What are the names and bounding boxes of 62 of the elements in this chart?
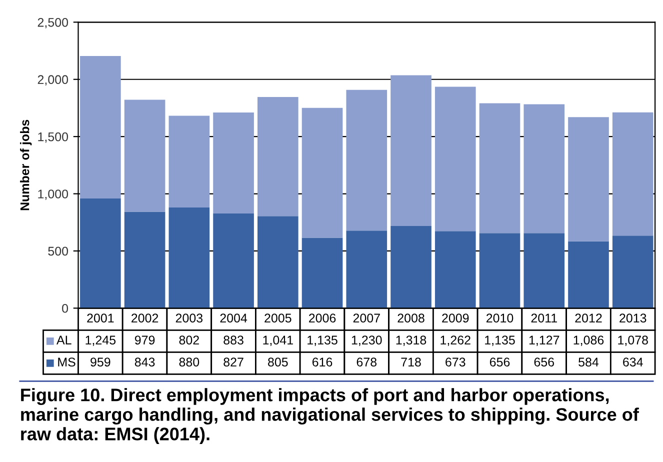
y-tick-label: 1,500 [38, 132, 68, 143]
x-tick-label: 2010 [486, 314, 514, 323]
data-label: 1,135 [485, 336, 515, 346]
bar [302, 108, 343, 238]
legend-label: AL [56, 336, 72, 344]
bar [168, 116, 210, 208]
x-tick-label: 2007 [353, 314, 380, 323]
x-tick-label: 2003 [176, 314, 203, 323]
x-tick-label: 2008 [398, 314, 424, 323]
bar [524, 104, 565, 234]
data-label: 805 [268, 358, 288, 367]
data-label: 1,127 [529, 336, 560, 346]
data-label: 1,041 [263, 336, 293, 346]
data-label: 959 [90, 358, 110, 367]
bar [479, 103, 520, 234]
x-tick-label: 2001 [87, 314, 114, 323]
x-tick-label: 2002 [132, 314, 158, 323]
data-label: 1,078 [618, 336, 648, 346]
data-label: 718 [401, 358, 421, 367]
data-label: 1,086 [574, 336, 604, 346]
bar [124, 100, 166, 212]
data-label: 880 [179, 358, 200, 367]
data-label: 979 [134, 336, 155, 345]
data-label: 1,262 [440, 336, 470, 346]
bar [346, 90, 388, 231]
bar [568, 117, 609, 242]
bar [390, 75, 432, 226]
data-label: 584 [578, 358, 599, 367]
data-label: 678 [356, 358, 377, 367]
bar [434, 86, 476, 232]
bar [213, 112, 254, 214]
caption: Figure 10. Direct employment impacts of port and harbor operations, marine cargo handling, and navigational services to shipping. Source of raw data: EMSI (2014). [21, 388, 639, 444]
y-tick-label: 2,500 [38, 18, 68, 28]
x-tick-label: 2012 [575, 314, 602, 323]
y-axis-title: Number of jobs [20, 120, 32, 210]
legend-label: MS [58, 358, 76, 367]
data-label: 634 [623, 358, 643, 367]
y-tick-label: 1,000 [38, 190, 68, 200]
data-label: 1,230 [352, 336, 382, 346]
data-label: 827 [224, 358, 244, 367]
data-label: 843 [134, 358, 155, 367]
bar [257, 96, 298, 216]
bar [80, 56, 121, 198]
x-tick-label: 2009 [442, 314, 469, 323]
data-label: 1,245 [86, 336, 116, 346]
bar [612, 112, 654, 236]
y-tick-label: 500 [48, 246, 68, 256]
x-tick-label: 2006 [308, 314, 336, 323]
x-tick-label: 2004 [220, 314, 248, 323]
data-label: 656 [490, 358, 510, 367]
x-tick-label: 2011 [531, 314, 557, 323]
data-label: 673 [446, 358, 466, 367]
data-label: 1,135 [308, 336, 338, 346]
data-label: 616 [312, 358, 332, 367]
y-tick-label: 2,000 [38, 75, 68, 86]
data-label: 1,318 [396, 336, 426, 346]
data-label: 656 [534, 358, 554, 367]
x-tick-label: 2013 [620, 314, 646, 323]
x-tick-label: 2005 [264, 314, 292, 323]
y-tick-label: 0 [62, 304, 68, 313]
data-label: 883 [224, 336, 244, 345]
data-label: 802 [179, 336, 199, 345]
